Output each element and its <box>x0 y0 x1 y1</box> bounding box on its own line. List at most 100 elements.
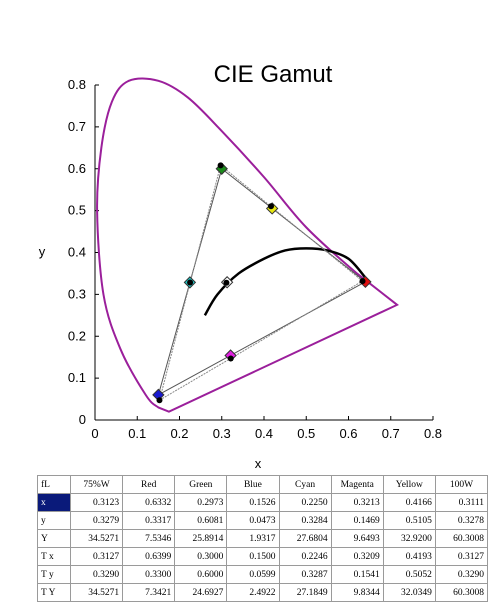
x-tick-label: 0.4 <box>255 426 273 441</box>
table-cell: 32.9200 <box>382 529 436 548</box>
y-tick-label: 0.5 <box>68 203 86 218</box>
y-tick-label: 0.2 <box>68 328 86 343</box>
table-row: T x 0.3127 0.6399 0.3000 0.1500 0.2246 0.3209 0… <box>37 547 489 566</box>
table-cell: 0.6000 <box>174 565 228 584</box>
table-cell: 9.8344 <box>330 583 384 602</box>
y-tick-label: 0.4 <box>68 245 86 260</box>
table-cell: 0.3209 <box>330 547 384 566</box>
row-label[interactable]: T x <box>37 547 71 566</box>
table-header-row: fL 75%W Red Green Blue Cyan Magenta Yellow 100W <box>37 475 489 494</box>
measured-point <box>223 279 230 286</box>
table-cell: 0.0473 <box>226 511 280 530</box>
table-cell: 0.3000 <box>174 547 228 566</box>
x-tick-label: 0.5 <box>297 426 315 441</box>
table-cell: 2.4922 <box>226 583 280 602</box>
table-row: T Y 34.5271 7.3421 24.6927 2.4922 27.1849 9.83… <box>37 583 489 602</box>
column-header: Blue <box>226 475 280 494</box>
table-cell: 0.3284 <box>278 511 332 530</box>
table-cell: 9.6493 <box>330 529 384 548</box>
measured-point <box>359 278 366 285</box>
column-header: 75%W <box>69 475 124 494</box>
x-tick-label: 0.8 <box>424 426 442 441</box>
row-label[interactable]: Y <box>37 529 71 548</box>
table-cell: 0.3279 <box>69 511 124 530</box>
column-header: Red <box>122 475 176 494</box>
table-cell: 0.1526 <box>226 493 280 512</box>
row-label[interactable]: T y <box>37 565 71 584</box>
table-row: y 0.3279 0.3317 0.6081 0.0473 0.3284 0.1469 0.5… <box>37 511 489 530</box>
table-cell: 0.1541 <box>330 565 384 584</box>
table-row: Y 34.5271 7.5346 25.8914 1.9317 27.6804 9.6493… <box>37 529 489 548</box>
y-tick-label: 0.1 <box>68 370 86 385</box>
table-cell: 0.3278 <box>434 511 489 530</box>
table-cell: 0.3127 <box>434 547 489 566</box>
table-cell: 0.1500 <box>226 547 280 566</box>
table-cell: 0.5052 <box>382 565 436 584</box>
column-header: Yellow <box>382 475 436 494</box>
column-header: Cyan <box>278 475 332 494</box>
x-tick-label: 0.1 <box>128 426 146 441</box>
cie-gamut-chart: CIE Gamut x y 0 0.1 0.2 0.3 0.4 0.5 0.6 0.7 0.8 0… <box>39 61 442 470</box>
column-header: 100W <box>434 475 489 494</box>
table-cell: 0.4166 <box>382 493 436 512</box>
table-cell: 7.5346 <box>122 529 176 548</box>
y-tick-label: 0.3 <box>68 286 86 301</box>
table-row: T y 0.3290 0.3300 0.6000 0.0599 0.3287 0.1541 0… <box>37 565 489 584</box>
table-row: x 0.3123 0.6332 0.2973 0.1526 0.2250 0.3213 0.4… <box>37 493 489 512</box>
table-cell: 0.3287 <box>278 565 332 584</box>
table-cell: 0.0599 <box>226 565 280 584</box>
x-tick-label: 0.6 <box>339 426 357 441</box>
table-cell: 60.3008 <box>434 529 489 548</box>
row-label[interactable]: T Y <box>37 583 71 602</box>
table-cell: 32.0349 <box>382 583 436 602</box>
table-cell: 0.3300 <box>122 565 176 584</box>
column-header: Magenta <box>330 475 384 494</box>
table-cell: 0.6332 <box>122 493 176 512</box>
table-cell: 0.3213 <box>330 493 384 512</box>
measured-point <box>187 279 194 286</box>
table-cell: 27.1849 <box>278 583 332 602</box>
table-cell: 0.2246 <box>278 547 332 566</box>
measured-point <box>268 203 275 210</box>
table-cell: 0.3317 <box>122 511 176 530</box>
chart-title: CIE Gamut <box>214 61 333 88</box>
y-tick-label: 0.6 <box>68 161 86 176</box>
table-cell: 0.4193 <box>382 547 436 566</box>
table-cell: 7.3421 <box>122 583 176 602</box>
x-tick-label: 0.7 <box>382 426 400 441</box>
table-cell: 34.5271 <box>69 583 124 602</box>
measured-point <box>217 162 224 169</box>
measurement-table: fL 75%W Red Green Blue Cyan Magenta Yellow 100W… <box>37 475 489 602</box>
table-cell: 0.3290 <box>434 565 489 584</box>
table-corner-cell: fL <box>37 475 71 494</box>
table-cell: 0.2973 <box>174 493 228 512</box>
y-axis-label: y <box>39 244 46 259</box>
row-label[interactable]: x <box>37 493 71 512</box>
y-tick-label: 0.7 <box>68 119 86 134</box>
table-cell: 0.6081 <box>174 511 228 530</box>
table-cell: 34.5271 <box>69 529 124 548</box>
x-tick-label: 0.3 <box>213 426 231 441</box>
y-tick-label: 0 <box>79 412 86 427</box>
x-axis-label: x <box>255 456 262 470</box>
table-cell: 0.3290 <box>69 565 124 584</box>
table-cell: 0.3111 <box>434 493 489 512</box>
column-header: Green <box>174 475 228 494</box>
table-cell: 0.2250 <box>278 493 332 512</box>
plot-area <box>96 77 399 413</box>
measured-point <box>156 397 163 404</box>
table-cell: 25.8914 <box>174 529 228 548</box>
table-cell: 0.6399 <box>122 547 176 566</box>
table-cell: 60.3008 <box>434 583 489 602</box>
row-label[interactable]: y <box>37 511 71 530</box>
spectral-locus-curve <box>96 77 399 413</box>
table-cell: 27.6804 <box>278 529 332 548</box>
measured-point <box>227 355 234 362</box>
x-tick-label: 0.2 <box>170 426 188 441</box>
axes: 0 0.1 0.2 0.3 0.4 0.5 0.6 0.7 0.8 0 0.1 0.2 0.3 0.4 0.… <box>68 77 442 441</box>
table-cell: 1.9317 <box>226 529 280 548</box>
table-cell: 0.3123 <box>69 493 124 512</box>
y-tick-label: 0.8 <box>68 77 86 92</box>
table-cell: 0.1469 <box>330 511 384 530</box>
table-cell: 0.5105 <box>382 511 436 530</box>
